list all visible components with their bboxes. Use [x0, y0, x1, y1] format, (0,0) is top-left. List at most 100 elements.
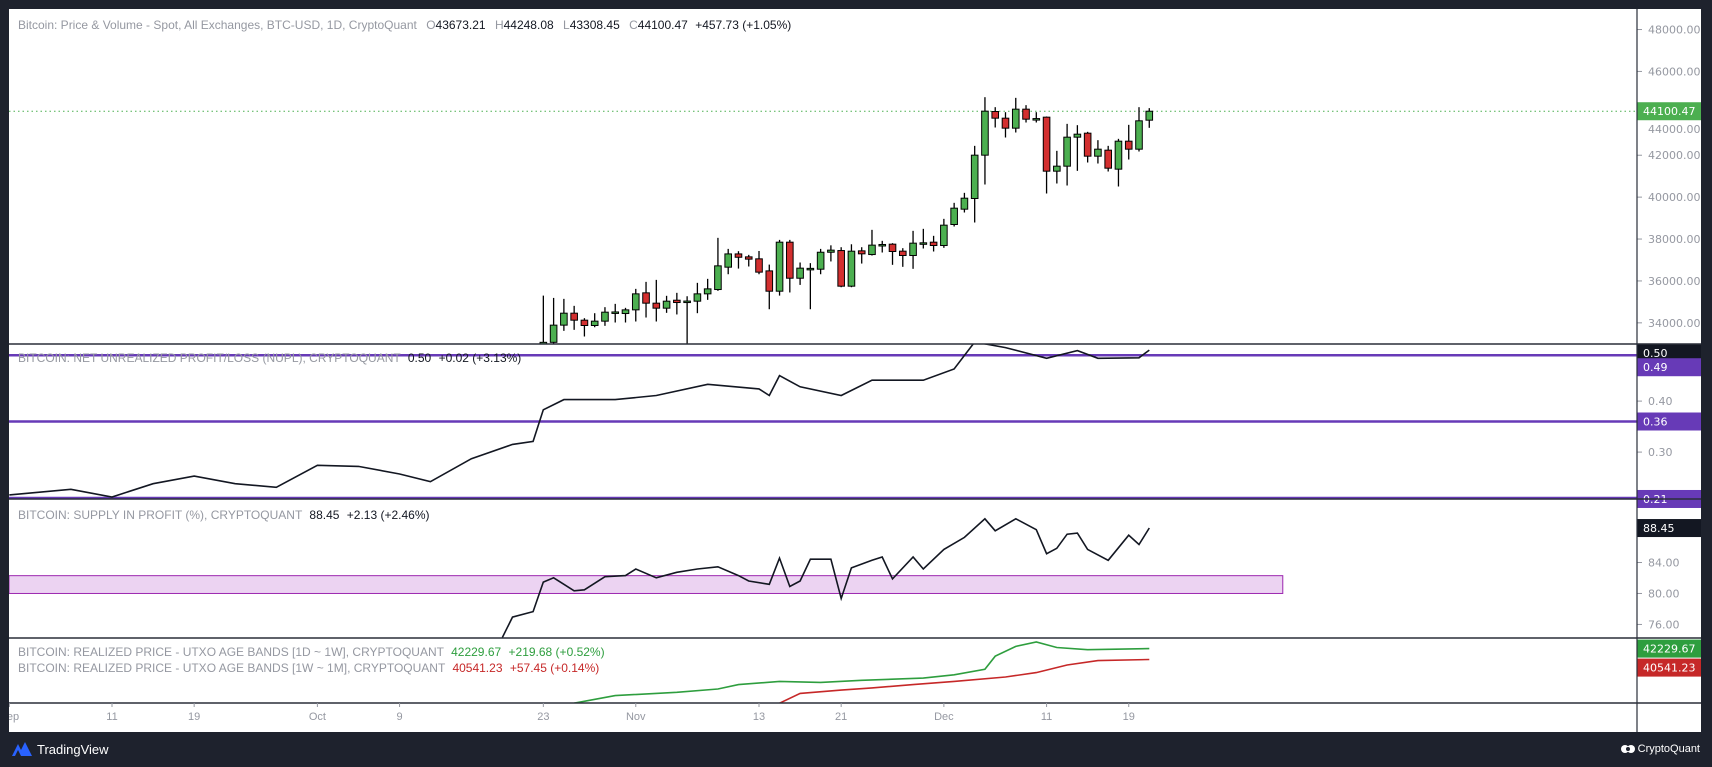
realized-1d1w-last-label: 42229.67	[1643, 643, 1696, 656]
tradingview-brand[interactable]: TradingView	[11, 740, 109, 758]
supply-axis-label: 76.00	[1648, 618, 1680, 631]
candle-body	[765, 270, 774, 292]
candle	[755, 250, 763, 275]
candle	[960, 192, 969, 213]
supply-line	[501, 517, 1150, 638]
candle-body	[970, 154, 979, 199]
realized-1d1w-line	[573, 641, 1150, 703]
cryptoquant-label: CryptoQuant	[1637, 743, 1700, 755]
candle-body	[1094, 148, 1102, 157]
supply-pane-title: BITCOIN: SUPPLY IN PROFIT (%), CRYPTOQUA…	[18, 508, 303, 522]
candle	[1011, 97, 1020, 133]
candle-body	[693, 293, 702, 302]
chart-area[interactable]: 48000.00 46000.00 44000.00 42000.00 40000.00…	[9, 9, 1701, 732]
candle-body	[919, 242, 928, 245]
candle	[950, 202, 958, 227]
candle	[734, 251, 743, 269]
candle	[673, 292, 681, 315]
nupl-last-label: 0.50	[1643, 347, 1668, 360]
candle-body	[940, 224, 948, 247]
close-key: C	[629, 18, 638, 32]
candle-body	[786, 241, 794, 279]
candle-body	[539, 341, 548, 344]
nupl-pane-title: BITCOIN: NET UNREALIZED PROFIT/LOSS (NUP…	[18, 351, 401, 365]
realized-1w1m-legend: BITCOIN: REALIZED PRICE - UTXO AGE BANDS…	[18, 661, 599, 675]
candle	[601, 307, 609, 326]
candle	[683, 296, 691, 344]
realized-1w1m-change: +57.45 (+0.14%)	[509, 661, 600, 675]
supply-axis-label: 80.00	[1648, 587, 1680, 600]
nupl-axis-label-group: 0.30	[1637, 446, 1673, 459]
candle	[539, 295, 548, 344]
candle	[611, 303, 620, 323]
price-axis-label: 48000.00	[1648, 24, 1701, 37]
nupl-level-label-background	[1637, 358, 1701, 377]
candle	[919, 228, 928, 249]
candle	[940, 218, 948, 248]
candle	[1032, 112, 1041, 123]
candle	[1053, 150, 1061, 184]
candle-body	[621, 309, 630, 315]
nupl-plot	[9, 344, 1637, 499]
time-axis-label: 11	[106, 711, 117, 723]
open-value: 43673.21	[435, 18, 486, 32]
low-value: 43308.45	[569, 18, 620, 32]
candle-body	[570, 312, 578, 321]
price-plot	[9, 97, 1637, 344]
realized-1w1m-last-label: 40541.23	[1643, 662, 1696, 675]
time-axis-label: 11	[1041, 711, 1052, 723]
supply-last-label-background	[1637, 519, 1701, 538]
realized-1d1w-last-label-background	[1637, 639, 1701, 658]
candle	[662, 295, 671, 313]
price-pane-title: Bitcoin: Price & Volume - Spot, All Exch…	[18, 18, 417, 32]
price-axis-label: 46000.00	[1648, 65, 1701, 78]
candle	[786, 239, 794, 293]
high-value: 44248.08	[503, 18, 554, 32]
supply-plot	[9, 517, 1284, 638]
supply-axis-label-group: 80.00	[1637, 587, 1680, 600]
candle	[1022, 105, 1030, 123]
candle-body	[847, 250, 856, 287]
candle-body	[857, 250, 866, 255]
candle	[560, 298, 568, 331]
price-axis-label: 42000.00	[1648, 149, 1701, 162]
candle	[1083, 131, 1092, 163]
candle	[1001, 112, 1010, 138]
realized-1d1w-legend: BITCOIN: REALIZED PRICE - UTXO AGE BANDS…	[18, 645, 605, 659]
nupl-level-label-group: 0.49	[1637, 358, 1701, 377]
nupl-axis-label-group: 0.40	[1637, 395, 1673, 408]
chart-canvas[interactable]: 48000.00 46000.00 44000.00 42000.00 40000.00…	[9, 9, 1701, 732]
tradingview-label: TradingView	[37, 741, 109, 757]
candle	[970, 145, 979, 223]
candle-body	[1104, 149, 1112, 169]
candle	[898, 248, 907, 267]
price-axis-label-group: 36000.00	[1637, 275, 1701, 288]
candle	[693, 282, 702, 314]
candle-body	[991, 111, 1000, 119]
nupl-change: +0.02 (+3.13%)	[438, 351, 522, 365]
candle	[570, 305, 578, 330]
nupl-level-label: 0.49	[1643, 361, 1668, 374]
candle-body	[950, 207, 958, 225]
candle	[878, 240, 887, 253]
candle	[642, 281, 650, 318]
realized-1w1m-title: BITCOIN: REALIZED PRICE - UTXO AGE BANDS…	[18, 661, 446, 675]
candle	[714, 237, 722, 291]
candle-body	[560, 312, 568, 326]
price-axis-label-group: 38000.00	[1637, 233, 1701, 246]
price-axis-label: 40000.00	[1648, 191, 1701, 204]
candle	[1124, 124, 1133, 160]
candle-body	[816, 251, 825, 270]
candle-body	[1114, 140, 1123, 170]
candle-body	[898, 250, 907, 257]
candle-body	[580, 319, 589, 327]
candle-body	[868, 244, 876, 256]
candle-body	[981, 110, 989, 156]
supply-change: +2.13 (+2.46%)	[346, 508, 430, 522]
price-axis-label: 44000.00	[1648, 123, 1701, 136]
price-axis-label-group: 40000.00	[1637, 191, 1701, 204]
candle	[1114, 138, 1123, 187]
last-price-label: 44100.47	[1643, 105, 1696, 118]
realized-1w1m-value: 40541.23	[452, 661, 503, 675]
candle-body	[796, 267, 804, 279]
